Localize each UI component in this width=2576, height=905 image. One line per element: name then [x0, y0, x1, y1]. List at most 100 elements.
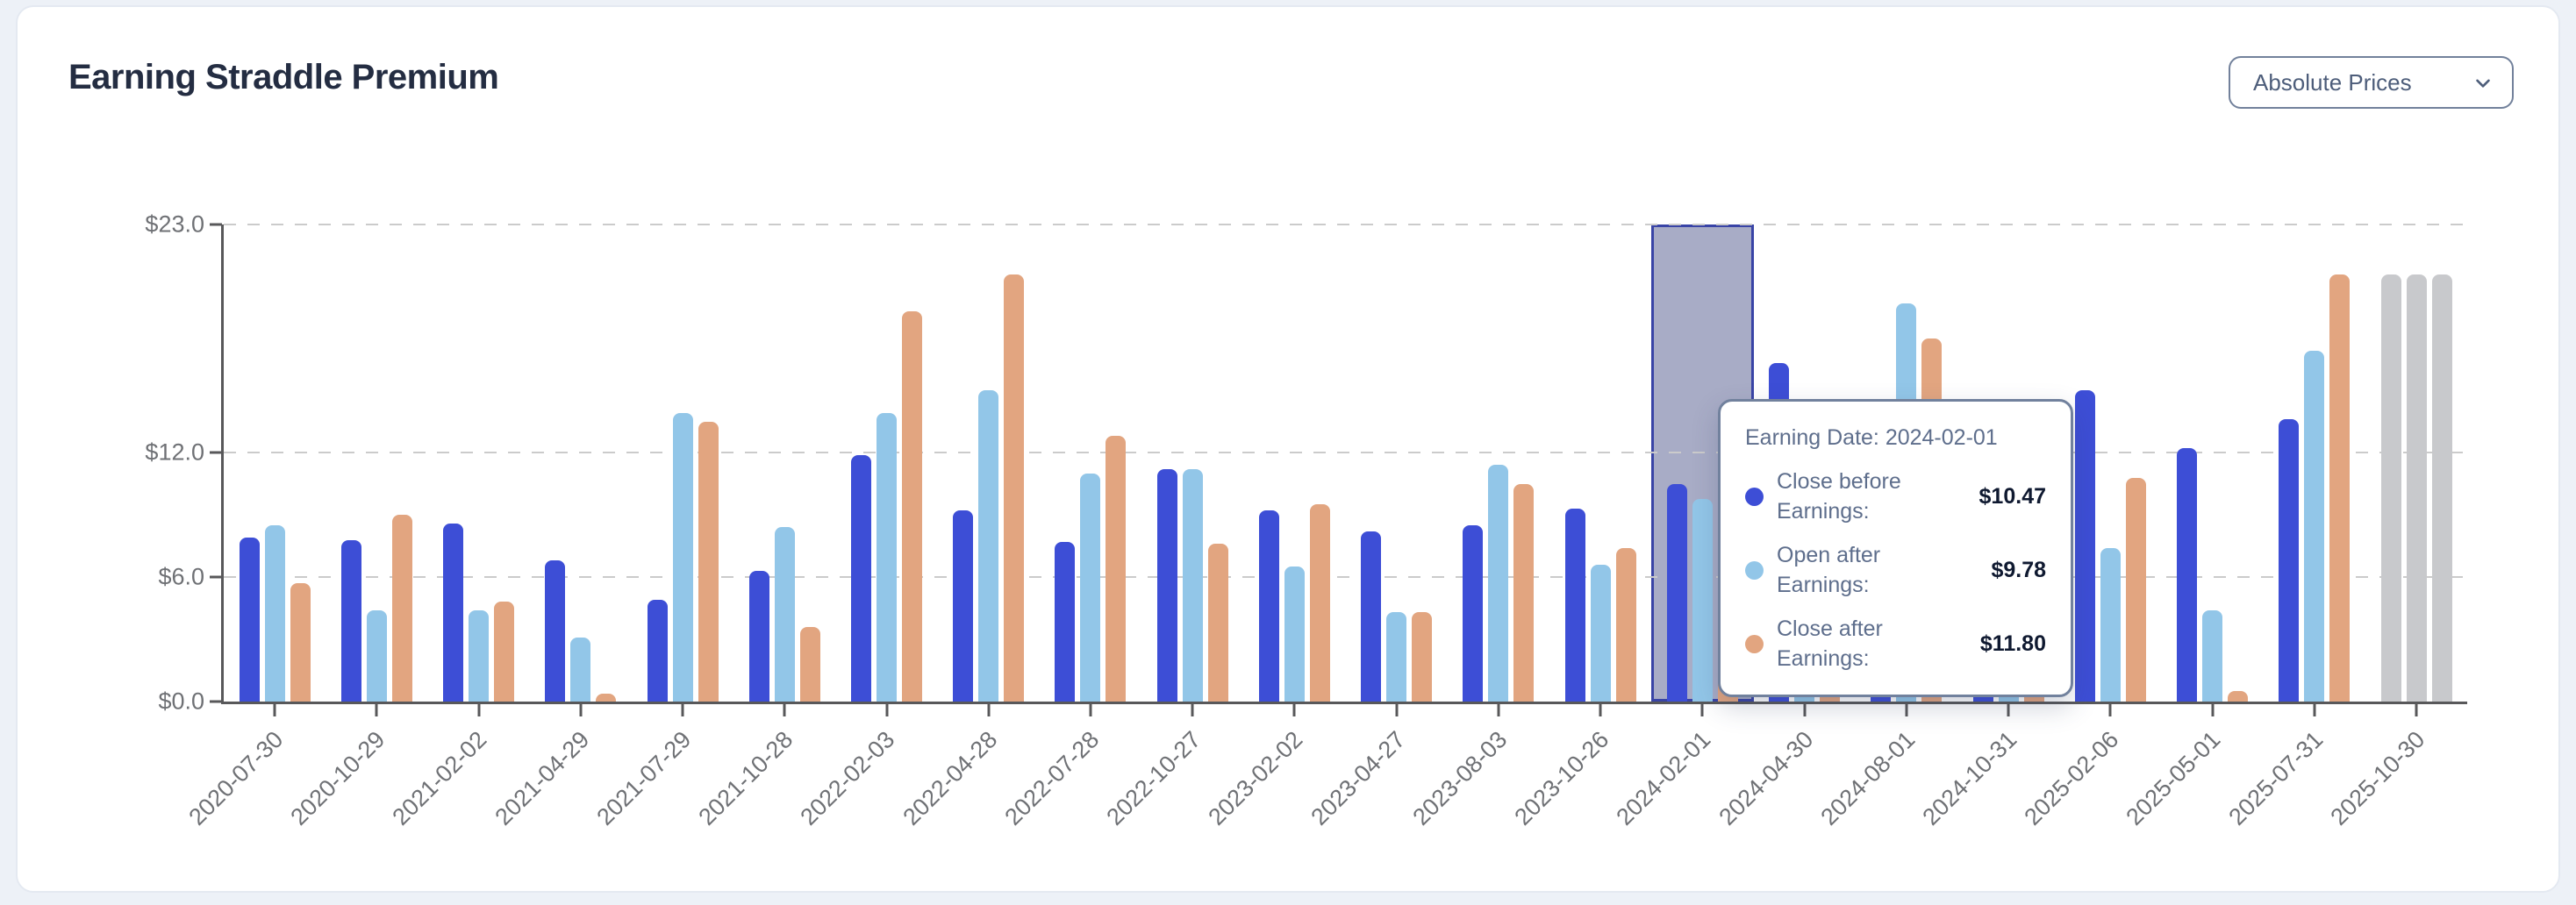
- bar-group-2023-08-03: 2023-08-03: [1407, 224, 1549, 830]
- bar-group-2023-04-27: 2023-04-27: [1306, 224, 1448, 830]
- bar-close-after-earnings[interactable]: [902, 311, 923, 702]
- bar-group-2020-10-29: 2020-10-29: [286, 224, 427, 830]
- x-axis-tick: [1292, 704, 1296, 716]
- bar-close-after-earnings[interactable]: [2329, 274, 2351, 702]
- bar-close-after-earnings[interactable]: [1615, 547, 1636, 702]
- bar-close-after-earnings[interactable]: [494, 602, 515, 702]
- bar-close-after-earnings[interactable]: [2125, 477, 2146, 702]
- bar-close-before-earnings[interactable]: [239, 538, 260, 702]
- chevron-down-icon: [2476, 79, 2490, 88]
- bar-close-after-earnings[interactable]: [1513, 483, 1535, 702]
- y-axis-tick: [210, 700, 222, 703]
- bar-open-after-earnings[interactable]: [1590, 564, 1611, 702]
- y-axis-label: $0.0: [158, 688, 204, 715]
- bar-open-after-earnings[interactable]: [366, 609, 387, 702]
- bar-close-after-earnings[interactable]: [290, 583, 311, 702]
- bar-open-after-earnings[interactable]: [978, 390, 999, 702]
- tooltip-row-value: $10.47: [1979, 484, 2046, 509]
- bar-close-before-earnings[interactable]: [953, 510, 974, 702]
- bar-group-2022-07-28: 2022-07-28: [999, 224, 1141, 830]
- bar-open-after-earnings[interactable]: [774, 527, 795, 702]
- x-axis-tick: [2007, 704, 2010, 716]
- bar-close-before-earnings[interactable]: [1156, 469, 1177, 702]
- bar-close-after-earnings[interactable]: [596, 693, 617, 702]
- bar-open-after-earnings[interactable]: [570, 637, 591, 702]
- bar-group-2023-02-02: 2023-02-02: [1204, 224, 1345, 830]
- bar-close-after-earnings[interactable]: [799, 626, 820, 702]
- bar-group-2021-10-28: 2021-10-28: [694, 224, 835, 830]
- bar-close-before-earnings[interactable]: [851, 454, 872, 702]
- gridline: [224, 452, 2467, 454]
- bar-close-after-earnings[interactable]: [2228, 691, 2249, 702]
- y-axis-label: $12.0: [145, 438, 204, 466]
- bar-close-after-earnings[interactable]: [1412, 612, 1433, 702]
- tooltip-row-value: $9.78: [1991, 558, 2046, 582]
- bar-close-before-earnings[interactable]: [2074, 390, 2095, 702]
- bar-open-after-earnings[interactable]: [2202, 609, 2223, 702]
- bar-close-before-earnings[interactable]: [1258, 510, 1279, 702]
- bar-close-before-earnings[interactable]: [443, 523, 464, 702]
- x-axis-tick: [681, 704, 684, 716]
- bar-open-after-earnings[interactable]: [877, 413, 898, 702]
- bar-group-2025-10-30: 2025-10-30: [2325, 224, 2467, 830]
- y-axis-tick: [210, 451, 222, 454]
- gridline: [224, 576, 2467, 579]
- bar-groups: 2020-07-30 2020-10-29 2021-02-02 2021-04-29…: [183, 224, 2467, 830]
- bar-close-after-earnings[interactable]: [1106, 436, 1127, 702]
- bar-close-after-earnings[interactable]: [391, 515, 412, 702]
- x-axis-tick: [2313, 704, 2316, 716]
- bar-close-after-earnings[interactable]: [698, 421, 719, 702]
- bar-group-2025-07-31: 2025-07-31: [2223, 224, 2365, 830]
- bar-group-2022-02-03: 2022-02-03: [796, 224, 937, 830]
- bar-close-before-earnings[interactable]: [1666, 484, 1687, 702]
- x-axis-tick: [1191, 704, 1194, 716]
- bar-close-before-earnings[interactable]: [1564, 509, 1585, 702]
- bar-close-after-earnings[interactable]: [1004, 274, 1025, 702]
- x-axis-tick: [273, 704, 276, 716]
- x-axis-tick: [783, 704, 786, 716]
- bar-open-after-earnings[interactable]: [1386, 612, 1407, 702]
- bar-close-before-earnings[interactable]: [2279, 419, 2300, 702]
- bar-group-2023-10-26: 2023-10-26: [1509, 224, 1651, 830]
- bar-group-2021-02-02: 2021-02-02: [388, 224, 529, 830]
- bar-close-after-earnings[interactable]: [1309, 504, 1330, 702]
- price-mode-select-value: Absolute Prices: [2253, 68, 2412, 96]
- bar-open-after-earnings[interactable]: [264, 524, 285, 702]
- bar-close-before-earnings[interactable]: [1361, 531, 1382, 702]
- series-dot-open-after-icon: [1745, 560, 1764, 580]
- bar-close-after-earnings[interactable]: [2431, 274, 2452, 702]
- bar-open-after-earnings[interactable]: [2406, 274, 2427, 702]
- x-axis-tick: [1497, 704, 1500, 716]
- bar-close-before-earnings[interactable]: [545, 560, 566, 702]
- x-axis-tick: [2108, 704, 2112, 716]
- x-axis-tick: [1803, 704, 1807, 716]
- bar-close-before-earnings[interactable]: [647, 600, 668, 702]
- tooltip-row-label: Close before Earnings:: [1777, 469, 1901, 524]
- bar-open-after-earnings[interactable]: [1182, 469, 1203, 702]
- bar-open-after-earnings[interactable]: [2304, 351, 2325, 702]
- bar-group-2021-07-29: 2021-07-29: [591, 224, 733, 830]
- bar-close-before-earnings[interactable]: [1463, 524, 1484, 702]
- bar-open-after-earnings[interactable]: [1080, 473, 1101, 702]
- tooltip-title: Earning Date: 2024-02-01: [1745, 425, 1998, 450]
- bar-open-after-earnings[interactable]: [1284, 567, 1305, 702]
- bar-close-before-earnings[interactable]: [2177, 448, 2198, 702]
- bar-open-after-earnings[interactable]: [2100, 547, 2121, 702]
- bar-close-before-earnings[interactable]: [2380, 274, 2401, 702]
- bar-close-before-earnings[interactable]: [748, 571, 769, 702]
- y-axis-label: $6.0: [158, 563, 204, 590]
- bar-close-before-earnings[interactable]: [340, 539, 361, 702]
- bar-close-after-earnings[interactable]: [1207, 544, 1228, 702]
- bar-open-after-earnings[interactable]: [1692, 498, 1713, 702]
- bar-open-after-earnings[interactable]: [469, 609, 490, 702]
- chart-plot: 2020-07-30 2020-10-29 2021-02-02 2021-04-29…: [145, 211, 2467, 830]
- bar-open-after-earnings[interactable]: [672, 413, 693, 702]
- bar-open-after-earnings[interactable]: [1488, 465, 1509, 702]
- price-mode-select[interactable]: Absolute Prices: [2229, 56, 2514, 109]
- tooltip-row: Open after Earnings: $9.78: [1745, 540, 2046, 600]
- bar-group-2025-02-06: 2025-02-06: [2020, 224, 2161, 830]
- bar-close-before-earnings[interactable]: [1055, 541, 1076, 702]
- x-axis-tick: [579, 704, 583, 716]
- tooltip-row: Close before Earnings: $10.47: [1745, 467, 2046, 526]
